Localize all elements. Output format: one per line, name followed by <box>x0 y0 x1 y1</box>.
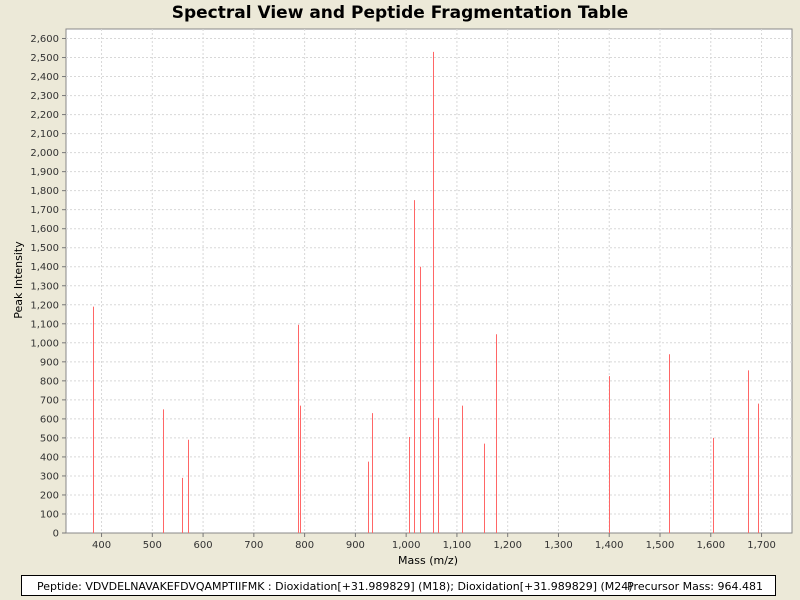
y-tick-label: 1,300 <box>30 281 59 292</box>
x-tick-label: 800 <box>295 540 314 551</box>
y-tick-label: 100 <box>40 509 59 520</box>
y-tick-label: 1,100 <box>30 319 59 330</box>
y-tick-label: 0 <box>53 529 59 540</box>
peaks-group <box>93 51 759 533</box>
y-tick-label: 2,100 <box>30 129 59 140</box>
x-tick-label: 900 <box>346 540 365 551</box>
x-tick-label: 1,500 <box>646 540 675 551</box>
x-tick-label: 500 <box>143 540 162 551</box>
y-tick-label: 300 <box>40 471 59 482</box>
y-axis-title: Peak Intensity <box>12 241 25 319</box>
y-tick-labels: 0 100 200 300 400 500 600 700 800 900 1,000 1,100 1,… <box>30 34 59 539</box>
peptide-label: Peptide: VDVDELNAVAKEFDVQAMPTIIFMK : Dio… <box>37 580 633 593</box>
y-tick-label: 200 <box>40 490 59 501</box>
y-tick-label: 1,900 <box>30 167 59 178</box>
y-tick-label: 2,400 <box>30 72 59 83</box>
y-tick-label: 2,600 <box>30 34 59 45</box>
peptide-info-box: Peptide: VDVDELNAVAKEFDVQAMPTIIFMK : Dio… <box>21 575 776 596</box>
x-tick-label: 1,000 <box>392 540 421 551</box>
y-tick-label: 600 <box>40 414 59 425</box>
grid-lines <box>66 29 792 533</box>
axes <box>62 38 763 537</box>
chart-title: Spectral View and Peptide Fragmentation … <box>171 3 629 23</box>
x-tick-label: 1,300 <box>544 540 573 551</box>
y-tick-label: 900 <box>40 357 59 368</box>
x-tick-label: 1,700 <box>747 540 776 551</box>
precursor-mass-label: Precursor Mass: 964.481 <box>627 580 763 593</box>
plot-area <box>65 28 793 534</box>
y-tick-label: 1,700 <box>30 205 59 216</box>
y-tick-label: 700 <box>40 395 59 406</box>
y-tick-label: 1,600 <box>30 224 59 235</box>
y-tick-label: 500 <box>40 433 59 444</box>
x-tick-label: 400 <box>92 540 111 551</box>
x-tick-label: 600 <box>194 540 213 551</box>
x-tick-label: 1,400 <box>595 540 624 551</box>
y-tick-label: 2,200 <box>30 110 59 121</box>
y-tick-label: 2,300 <box>30 91 59 102</box>
x-tick-label: 1,100 <box>443 540 472 551</box>
y-tick-label: 1,800 <box>30 186 59 197</box>
y-tick-label: 400 <box>40 452 59 463</box>
x-tick-label: 700 <box>244 540 263 551</box>
y-tick-label: 800 <box>40 376 59 387</box>
y-tick-label: 1,500 <box>30 243 59 254</box>
x-axis-title: Mass (m/z) <box>398 554 458 567</box>
x-tick-labels: 400 500 600 700 800 900 1,000 1,100 1,200 1,300 1,… <box>92 540 776 551</box>
spectrum-chart: 400 500 600 700 800 900 1,000 1,100 1,200 1,300 1,… <box>12 28 793 567</box>
y-tick-label: 1,200 <box>30 300 59 311</box>
y-tick-label: 2,500 <box>30 53 59 64</box>
x-tick-label: 1,200 <box>493 540 522 551</box>
y-tick-label: 1,400 <box>30 262 59 273</box>
x-tick-label: 1,600 <box>696 540 725 551</box>
y-tick-label: 1,000 <box>30 338 59 349</box>
y-tick-label: 2,000 <box>30 148 59 159</box>
